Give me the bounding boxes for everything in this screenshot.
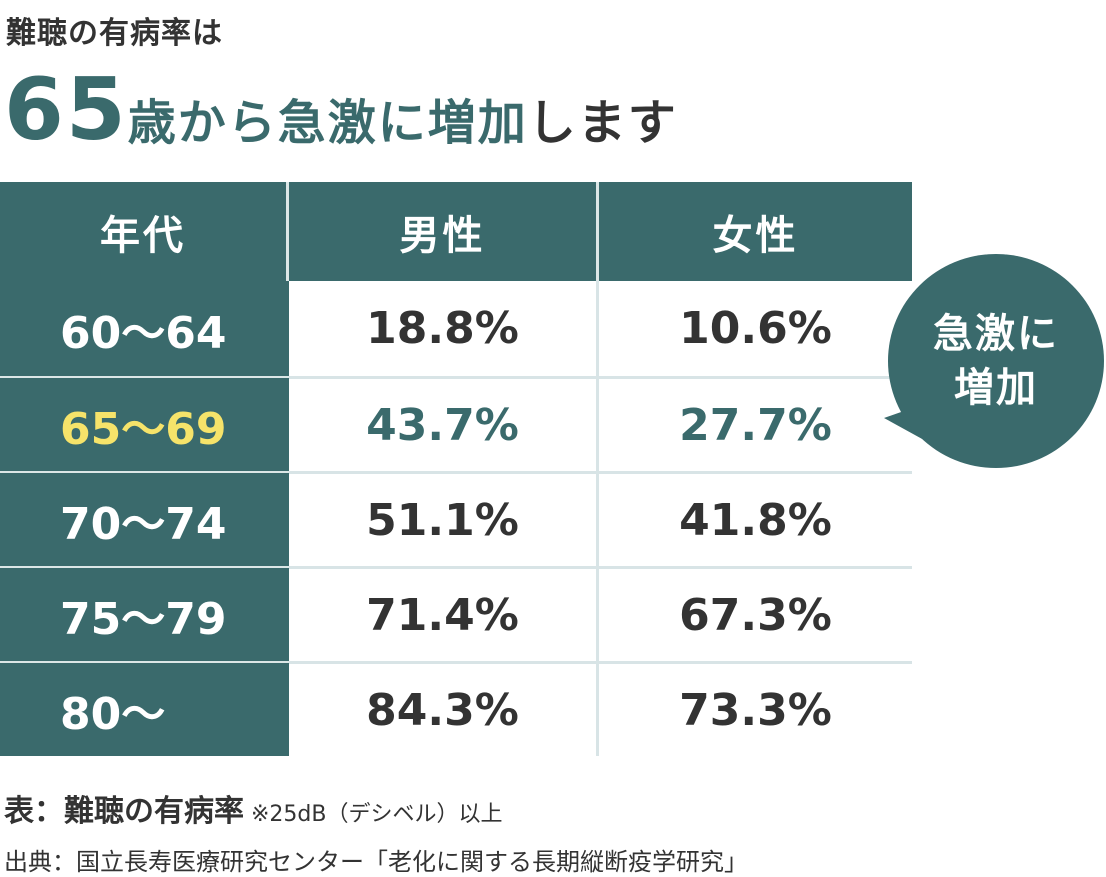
heading-mid: 歳から急激に増加 — [127, 95, 528, 151]
prevalence-table: 年代 男性 女性 60〜64 18.8% 10.6% 65〜69 43.7% 2… — [0, 182, 912, 756]
bubble-line-2: 増加 — [954, 365, 1038, 411]
table-header: 年代 男性 女性 — [0, 182, 912, 281]
table-row: 70〜74 51.1% 41.8% — [0, 471, 912, 566]
cell-age: 80〜 — [0, 661, 289, 756]
cell-male: 18.8% — [289, 281, 599, 376]
heading-title: 65歳から急激に増加します — [4, 60, 678, 160]
heading-end: します — [527, 95, 678, 151]
bubble-line-1: 急激に — [933, 311, 1059, 357]
header-female: 女性 — [712, 212, 799, 259]
caption-note: ※25dB（デシベル）以上 — [244, 802, 503, 827]
cell-male: 43.7% — [289, 376, 599, 471]
table-caption: 表：難聴の有病率 ※25dB（デシベル）以上 — [4, 786, 502, 830]
heading-subtitle: 難聴の有病率は — [6, 16, 223, 51]
speech-bubble: 急激に 増加 — [888, 254, 1104, 468]
cell-male: 51.1% — [289, 471, 599, 566]
table-row: 65〜69 43.7% 27.7% — [0, 376, 912, 471]
table-row: 75〜79 71.4% 67.3% — [0, 566, 912, 661]
table-row: 60〜64 18.8% 10.6% — [0, 281, 912, 376]
cell-age: 65〜69 — [0, 376, 289, 471]
cell-female: 41.8% — [599, 471, 912, 566]
cell-female: 73.3% — [599, 661, 912, 756]
cell-female: 27.7% — [599, 376, 912, 471]
header-male: 男性 — [289, 182, 599, 281]
caption-title: 表：難聴の有病率 — [4, 794, 244, 829]
cell-age: 60〜64 — [0, 281, 289, 376]
cell-age: 75〜79 — [0, 566, 289, 661]
header-age: 年代 — [0, 182, 289, 281]
cell-male: 84.3% — [289, 661, 599, 756]
cell-female: 10.6% — [679, 303, 832, 354]
cell-age: 70〜74 — [0, 471, 289, 566]
cell-male: 71.4% — [289, 566, 599, 661]
source-citation: 出典：国立長寿医療研究センター「老化に関する長期縦断疫学研究」 — [4, 848, 748, 876]
heading-age: 65 — [4, 60, 128, 160]
table-row: 80〜 84.3% 73.3% — [0, 661, 912, 756]
cell-female: 67.3% — [599, 566, 912, 661]
